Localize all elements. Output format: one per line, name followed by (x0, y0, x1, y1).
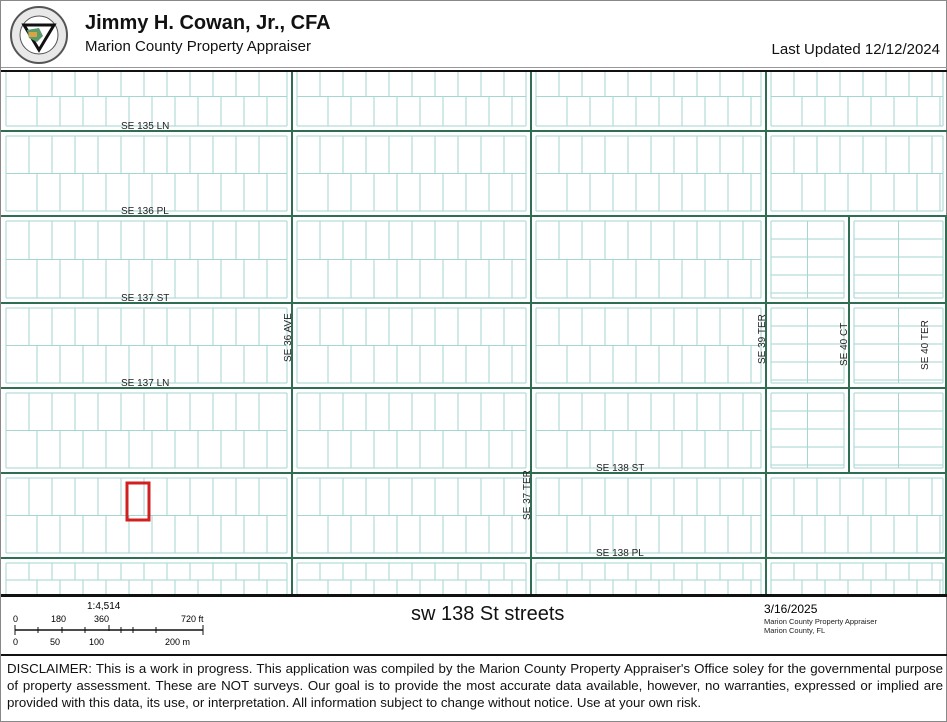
street-label-se-135-ln: SE 135 LN (121, 121, 169, 132)
property-appraiser-seal-logo (10, 6, 68, 64)
road-lines (1, 72, 947, 594)
credit-line: Marion County, FL (764, 626, 826, 635)
page-subtitle: Marion County Property Appraiser (85, 38, 311, 55)
street-label-se-40-ct: SE 40 CT (839, 323, 850, 366)
street-label-se-40-ter: SE 40 TER (920, 320, 931, 370)
scale-ft-tick: 720 ft (181, 614, 204, 624)
street-label-se-137-st: SE 137 ST (121, 293, 169, 304)
street-label-se-138-st: SE 138 ST (596, 463, 644, 474)
selected-parcel-highlight[interactable] (125, 481, 151, 522)
map-title: sw 138 St streets (411, 603, 565, 625)
scale-m-tick: 100 (89, 637, 105, 647)
scale-bar (14, 625, 204, 635)
street-label-se-39-ter: SE 39 TER (757, 314, 768, 364)
scale-ratio: 1:4,514 (87, 601, 121, 612)
scale-ft-tick: 360 (94, 614, 110, 624)
scale-m-tick: 0 (13, 637, 19, 647)
street-label-se-37-ter: SE 37 TER (522, 470, 533, 520)
street-label-se-136-pl: SE 136 PL (121, 206, 169, 217)
scale-ft-tick: 180 (51, 614, 67, 624)
page-title: Jimmy H. Cowan, Jr., CFA (85, 12, 331, 34)
print-date: 3/16/2025 (764, 602, 818, 616)
scale-m-tick: 50 (50, 637, 61, 647)
parcel-lines (5, 72, 944, 594)
header: Jimmy H. Cowan, Jr., CFA Marion County P… (1, 1, 947, 68)
last-updated: Last Updated 12/12/2024 (771, 41, 940, 58)
scale-ft-tick: 0 (13, 614, 19, 624)
street-label-se-36-ave: SE 36 AVE (283, 313, 294, 362)
credit-line: Marion County Property Appraiser (764, 617, 877, 626)
disclaimer: DISCLAIMER: This is a work in progress. … (7, 661, 943, 710)
map-footer: 1:4,514 0 180 360 720 ft 0 50 100 200 m … (1, 599, 947, 656)
scale-m-tick: 200 m (165, 637, 191, 647)
street-label-se-138-pl: SE 138 PL (596, 548, 644, 559)
street-label-se-137-ln: SE 137 LN (121, 378, 169, 389)
parcel-map[interactable]: SE 135 LN SE 136 PL SE 137 ST SE 137 LN … (1, 70, 947, 597)
